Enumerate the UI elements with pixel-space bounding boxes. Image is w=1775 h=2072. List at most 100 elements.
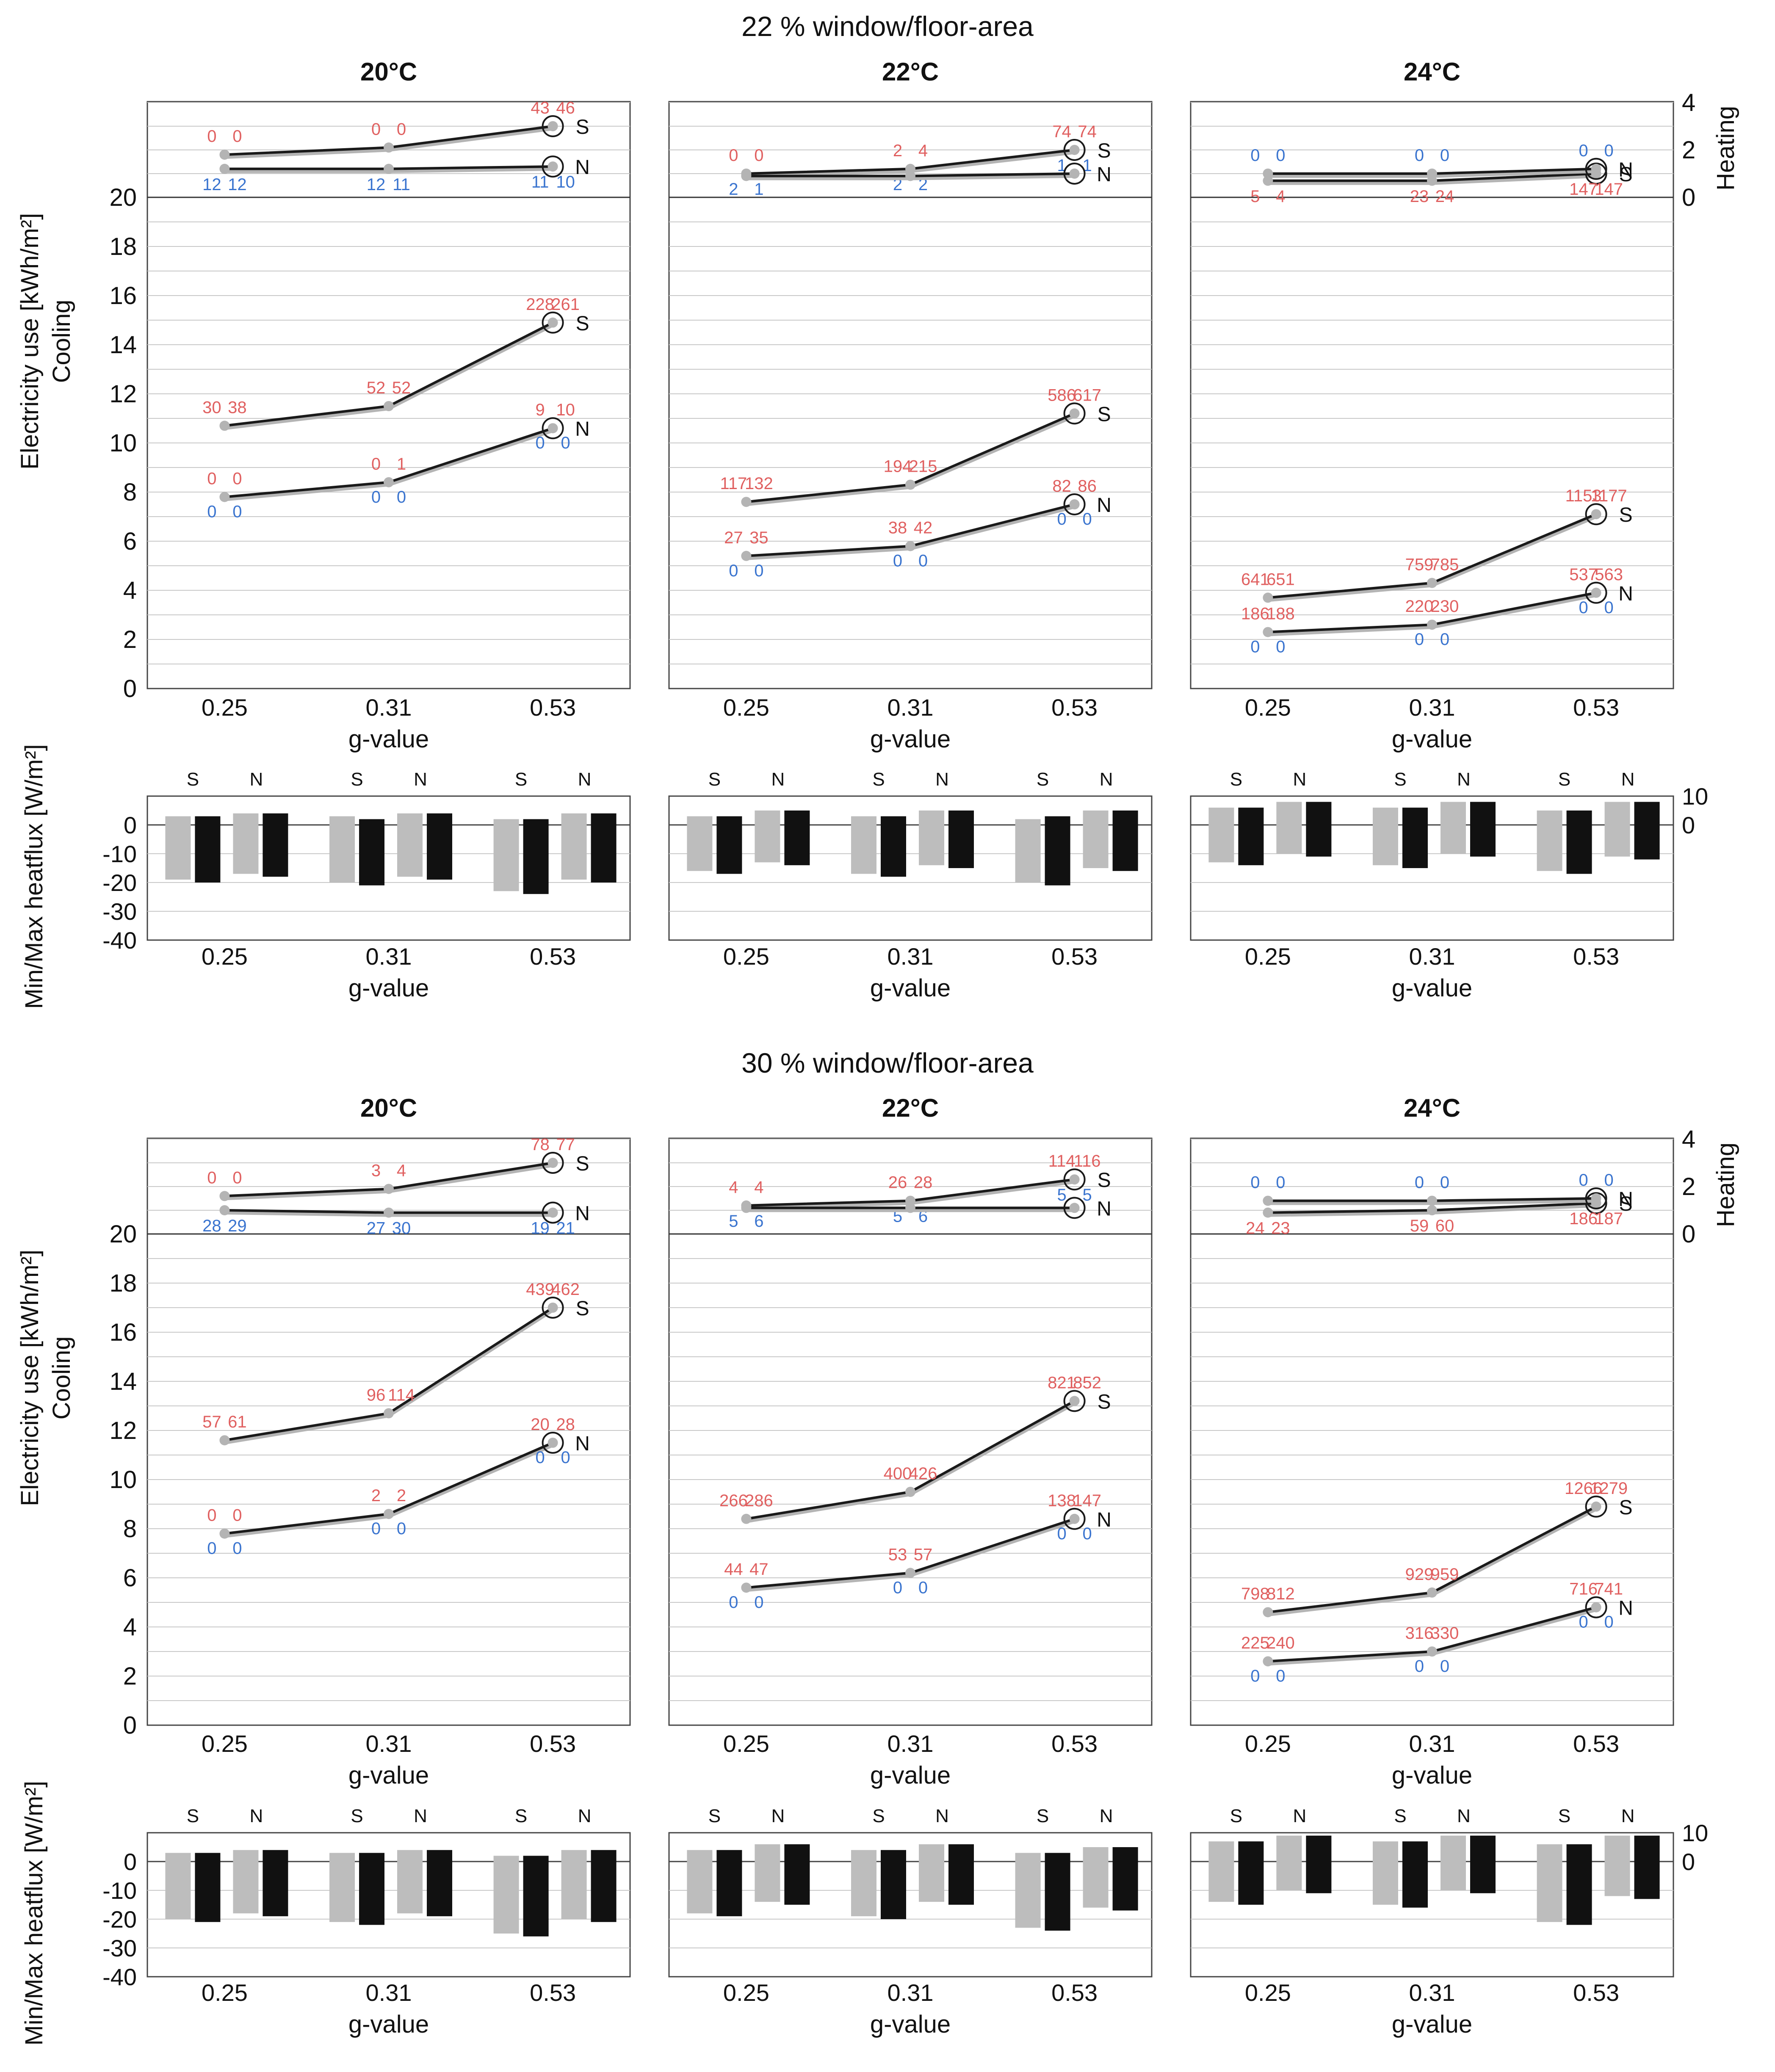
heating-north-point bbox=[1591, 163, 1601, 174]
cooling-north-blue-label: 0 bbox=[232, 503, 242, 521]
x-axis-label: g-value bbox=[870, 1762, 951, 1789]
cooling-north-blue-label: 0 bbox=[535, 434, 545, 452]
panel-title: 20°C bbox=[360, 1094, 417, 1122]
cooling-north-blue-label: 0 bbox=[1057, 1524, 1066, 1543]
flux-n-label: N bbox=[1621, 769, 1635, 790]
flux-n-label: N bbox=[414, 1806, 427, 1826]
flux-tick-label: 0 bbox=[124, 812, 137, 838]
heating-axis-label: Heating bbox=[1712, 106, 1739, 191]
heating-south-end-label: S bbox=[576, 116, 589, 138]
flux-s-label: S bbox=[1394, 1806, 1406, 1826]
cooling-south-marker bbox=[1063, 402, 1086, 425]
heating-south-blue-label: 6 bbox=[754, 1212, 763, 1231]
flux-tick-label: -10 bbox=[102, 1877, 137, 1904]
flux-bar-n-gray bbox=[755, 811, 780, 863]
cooling-north-red-label: 741 bbox=[1595, 1580, 1623, 1599]
heating-north-marker bbox=[1585, 158, 1607, 180]
cooling-north-red-label: 138 bbox=[1048, 1491, 1076, 1510]
flux-frame bbox=[1190, 795, 1674, 941]
heating-south-marker bbox=[1063, 1168, 1086, 1191]
x-tick-label: 0.25 bbox=[1245, 1730, 1291, 1757]
flux-bar-s-gray bbox=[493, 819, 519, 891]
heating-north-blue-label: 0 bbox=[1604, 1171, 1613, 1190]
cooling-south-point bbox=[547, 317, 558, 328]
cooling-north-blue-label: 0 bbox=[1082, 1524, 1092, 1543]
heating-north-end-label: N bbox=[1618, 1188, 1633, 1211]
cooling-south-point bbox=[1427, 578, 1437, 588]
cooling-north-blue-label: 0 bbox=[1440, 1657, 1449, 1676]
cooling-south-red-label: 57 bbox=[202, 1413, 221, 1431]
flux-tick-label: 10 bbox=[1682, 1820, 1708, 1846]
heating-south-marker bbox=[542, 115, 564, 137]
heating-north-point bbox=[219, 163, 230, 174]
heating-north-point bbox=[384, 163, 394, 174]
cooling-north-blue-label: 0 bbox=[918, 552, 928, 570]
heating-south-red-label: 3 bbox=[371, 1162, 381, 1180]
heating-south-point bbox=[219, 1191, 230, 1201]
flux-x-tick-label: 0.25 bbox=[723, 943, 769, 970]
cooling-south-red-label: 228 bbox=[526, 295, 554, 314]
heating-north-point bbox=[547, 1207, 558, 1218]
cooling-north-blue-label: 0 bbox=[918, 1578, 928, 1597]
flux-s-label: S bbox=[872, 769, 885, 790]
flux-bar-n-black bbox=[948, 811, 974, 868]
flux-x-tick-label: 0.31 bbox=[1409, 943, 1455, 970]
cooling-north-red-label: 35 bbox=[749, 528, 769, 547]
flux-x-tick-label: 0.31 bbox=[366, 1979, 412, 2006]
flux-bar-s-black bbox=[716, 816, 742, 874]
cooling-north-point bbox=[547, 423, 558, 434]
flux-bar-n-black bbox=[1470, 1835, 1496, 1893]
cooling-north-point bbox=[1427, 620, 1437, 630]
heating-tick-label: 2 bbox=[1682, 1173, 1695, 1201]
heating-south-red-label: 0 bbox=[207, 127, 216, 146]
heating-north-point bbox=[1069, 169, 1080, 179]
flux-bar-s-gray bbox=[687, 1850, 713, 1914]
heating-south-blue-label: 2 bbox=[729, 180, 738, 199]
cooling-south-point bbox=[1069, 1396, 1080, 1406]
cooling-north-marker bbox=[1063, 1508, 1086, 1530]
heating-north-end-label: N bbox=[1097, 1198, 1111, 1220]
heating-south-point bbox=[1069, 145, 1080, 155]
heating-south-red-label: 0 bbox=[397, 120, 406, 138]
heating-north-point bbox=[219, 1205, 230, 1215]
cooling-north-red-label: 0 bbox=[232, 1506, 242, 1525]
heating-north-point bbox=[741, 1203, 752, 1213]
cooling-south-point bbox=[547, 1303, 558, 1313]
cooling-tick-label: 6 bbox=[123, 528, 137, 555]
heating-north-marker bbox=[542, 1201, 564, 1224]
flux-n-label: N bbox=[578, 769, 592, 790]
cooling-north-red-label: 20 bbox=[531, 1415, 550, 1434]
cooling-south-red-label: 261 bbox=[551, 295, 580, 314]
cooling-south-red-label: 462 bbox=[551, 1280, 580, 1299]
heating-south-red-label: 5 bbox=[1250, 187, 1260, 206]
flux-x-tick-label: 0.31 bbox=[888, 943, 934, 970]
heating-north-blue-label: 0 bbox=[1604, 141, 1613, 160]
cooling-south-point bbox=[905, 1487, 915, 1497]
heating-south-point bbox=[219, 149, 230, 160]
flux-n-label: N bbox=[1100, 1806, 1113, 1826]
heating-south-point bbox=[1263, 1207, 1273, 1218]
cooling-south-red-label: 641 bbox=[1241, 570, 1269, 589]
cooling-south-marker bbox=[542, 1297, 564, 1319]
heating-north-blue-label: 0 bbox=[1276, 1173, 1285, 1192]
panel-title: 20°C bbox=[360, 58, 417, 86]
flux-bar-n-black bbox=[427, 1850, 452, 1917]
flux-bar-s-gray bbox=[851, 1850, 876, 1917]
heating-south-red-label: 0 bbox=[207, 1168, 216, 1187]
flux-bar-n-gray bbox=[919, 1844, 944, 1902]
cooling-tick-label: 10 bbox=[109, 1466, 137, 1494]
flux-bar-s-gray bbox=[165, 816, 191, 880]
flux-bar-s-black bbox=[195, 1853, 221, 1922]
heating-south-red-label: 4 bbox=[1276, 187, 1285, 206]
heating-north-marker bbox=[1063, 1197, 1086, 1219]
heating-tick-label: 0 bbox=[1682, 1220, 1695, 1248]
flux-x-tick-label: 0.53 bbox=[1573, 943, 1619, 970]
flux-n-label: N bbox=[250, 769, 263, 790]
cooling-tick-label: 8 bbox=[123, 479, 137, 506]
cooling-south-red-label: 52 bbox=[367, 379, 386, 397]
cooling-south-red-label: 1266 bbox=[1565, 1479, 1602, 1498]
cooling-north-blue-label: 0 bbox=[1604, 1613, 1613, 1632]
flux-bar-n-gray bbox=[1604, 802, 1630, 857]
heating-north-end-label: N bbox=[1097, 163, 1111, 186]
